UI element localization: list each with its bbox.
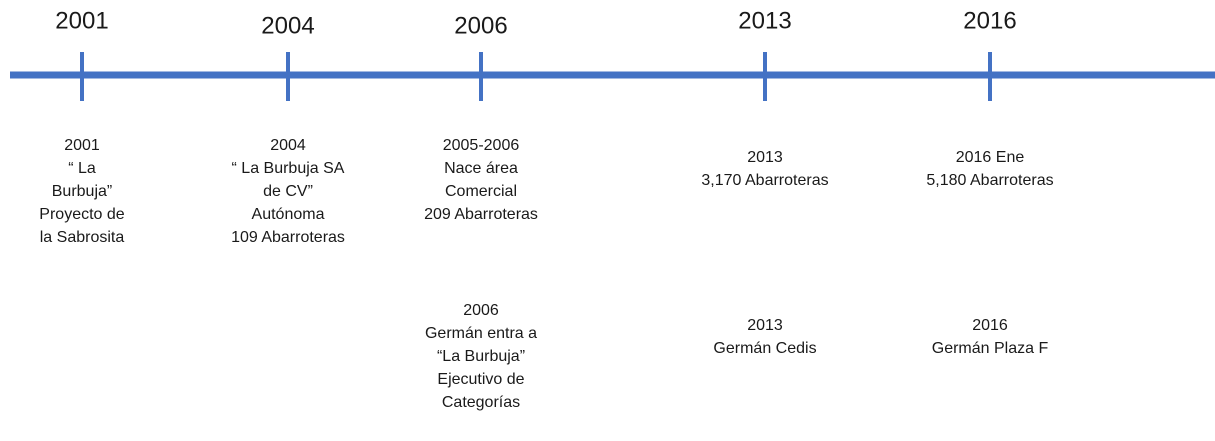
event-text: 2005-2006 (443, 137, 520, 154)
year-label: 2016 (963, 7, 1016, 34)
event-text: 2001 (64, 137, 100, 154)
event-text: Autónoma (252, 206, 325, 223)
event-text: “ La (68, 160, 96, 177)
event-text: “ La Burbuja SA (232, 160, 345, 177)
event-text: Germán Cedis (713, 340, 816, 357)
event-text: Germán Plaza F (932, 340, 1049, 357)
event-text: 2016 (972, 317, 1008, 334)
event-text: Comercial (445, 183, 517, 200)
event-text: 2013 (747, 317, 783, 334)
event-text: Proyecto de (39, 206, 124, 223)
event-text: 2004 (270, 137, 306, 154)
event-text: 2016 Ene (956, 149, 1025, 166)
year-label: 2001 (55, 7, 108, 34)
event-text: Burbuja” (52, 183, 112, 200)
event-text: 2013 (747, 149, 783, 166)
year-label: 2013 (738, 7, 791, 34)
event-text: de CV” (263, 183, 313, 200)
event-text: 209 Abarroteras (424, 206, 538, 223)
event-text: 109 Abarroteras (231, 229, 345, 246)
event-text: Germán entra a (425, 325, 537, 342)
event-text: Ejecutivo de (437, 371, 524, 388)
event-text: Categorías (442, 394, 520, 411)
year-label: 2004 (261, 12, 314, 39)
year-label: 2006 (454, 12, 507, 39)
event-text: “La Burbuja” (437, 348, 525, 365)
event-text: Nace área (444, 160, 518, 177)
event-text: la Sabrosita (40, 229, 125, 246)
event-text: 3,170 Abarroteras (701, 172, 828, 189)
event-text: 5,180 Abarroteras (926, 172, 1053, 189)
event-text: 2006 (463, 302, 499, 319)
